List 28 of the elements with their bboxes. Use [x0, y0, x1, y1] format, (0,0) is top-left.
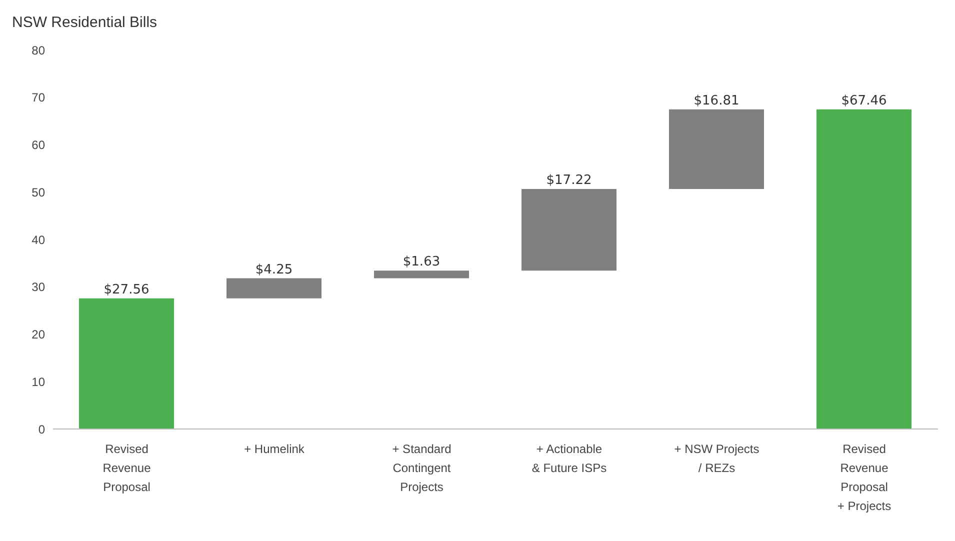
y-tick-label: 20 [32, 328, 46, 342]
bar [79, 298, 174, 429]
y-tick-label: 30 [32, 280, 46, 294]
bar [374, 270, 469, 278]
data-label: $4.25 [255, 262, 293, 278]
bar [669, 109, 764, 189]
y-tick-label: 40 [32, 232, 46, 247]
x-tick-label: Revised Revenue Proposal [102, 442, 152, 494]
y-tick-label: 60 [32, 138, 46, 152]
data-label: $17.22 [546, 173, 592, 188]
x-tick-label: + Standard Contingent Projects [392, 442, 452, 494]
x-tick-label: Revised Revenue Proposal + Projects [837, 442, 892, 513]
y-tick-label: 80 [32, 43, 46, 58]
chart-title: NSW Residential Bills [11, 13, 158, 33]
data-label: $1.63 [402, 254, 440, 270]
bar [522, 189, 616, 271]
data-label: $16.81 [694, 93, 740, 108]
bar [226, 278, 322, 298]
x-tick-label: + NSW Projects / REZs [674, 442, 760, 475]
y-tick-label: 10 [32, 374, 46, 389]
data-label: $27.56 [104, 282, 150, 298]
y-tick-label: 0 [38, 422, 46, 436]
y-tick-label: 50 [32, 185, 46, 200]
x-tick-label: + Humelink [244, 442, 306, 456]
x-tick-label: + Actionable & Future ISPs [532, 442, 607, 475]
bar [816, 109, 912, 429]
data-label: $67.46 [841, 93, 887, 108]
y-tick-label: 70 [32, 90, 46, 105]
